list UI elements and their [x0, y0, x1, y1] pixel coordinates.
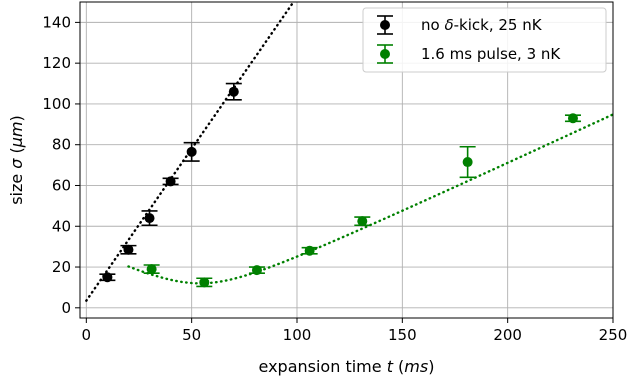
- point-marker: [144, 213, 155, 224]
- point-marker: [228, 86, 239, 97]
- data-point: [301, 245, 318, 256]
- y-axis-ticks: 0 20 40 60 80 100 120 140: [42, 13, 80, 317]
- point-marker: [165, 176, 176, 187]
- data-point: [196, 277, 213, 288]
- point-marker: [462, 157, 473, 168]
- data-point: [99, 272, 116, 283]
- data-point: [248, 265, 265, 276]
- data-point: [120, 244, 137, 255]
- plot-frame: [79, 1, 614, 319]
- x-tick-label: 250: [599, 326, 628, 344]
- point-marker: [102, 272, 113, 283]
- y-tick-label: 140: [42, 13, 71, 31]
- x-tick-label: 0: [82, 326, 92, 344]
- x-tick-label: 200: [493, 326, 522, 344]
- y-tick-label: 40: [52, 217, 71, 235]
- legend-entry-pulse: [377, 44, 393, 64]
- data-point: [459, 145, 476, 179]
- data-point: [183, 141, 200, 162]
- y-tick-label: 60: [52, 176, 71, 194]
- fit-curves: [85, 2, 613, 302]
- y-tick-label: 0: [61, 299, 71, 317]
- fit-curve: [85, 2, 295, 302]
- x-tick-label: 50: [182, 326, 201, 344]
- point-marker: [199, 277, 210, 288]
- point-marker: [357, 216, 368, 227]
- point-marker: [146, 264, 157, 275]
- legend-label-pulse: 1.6 ms pulse, 3 nK: [421, 45, 561, 63]
- y-tick-label: 120: [42, 54, 71, 72]
- y-tick-label: 80: [52, 136, 71, 154]
- fit-curve: [127, 113, 613, 285]
- x-tick-label: 100: [283, 326, 312, 344]
- x-axis-ticks: 0 50 100 150 200 250: [82, 318, 628, 344]
- legend-marker: [380, 49, 390, 59]
- x-axis-label: expansion time t (ms): [259, 357, 435, 376]
- data-point: [225, 82, 242, 101]
- x-tick-label: 150: [388, 326, 417, 344]
- data-points: [99, 82, 581, 288]
- data-point: [564, 113, 581, 124]
- point-marker: [251, 265, 262, 276]
- point-marker: [567, 113, 578, 124]
- point-marker: [304, 245, 315, 256]
- data-point: [143, 264, 160, 275]
- y-axis-label: size σ (μm): [7, 115, 26, 205]
- y-tick-label: 100: [42, 95, 71, 113]
- legend: no δ-kick, 25 nK 1.6 ms pulse, 3 nK: [362, 7, 607, 73]
- legend-marker: [380, 20, 390, 30]
- legend-label-no-kick: no δ-kick, 25 nK: [421, 16, 543, 34]
- point-marker: [123, 244, 134, 255]
- legend-entry-no-kick: [377, 15, 393, 35]
- data-point: [354, 216, 371, 227]
- point-marker: [186, 146, 197, 157]
- y-tick-label: 20: [52, 258, 71, 276]
- data-point: [141, 210, 158, 227]
- legend-box: [362, 7, 607, 73]
- data-point: [162, 176, 179, 187]
